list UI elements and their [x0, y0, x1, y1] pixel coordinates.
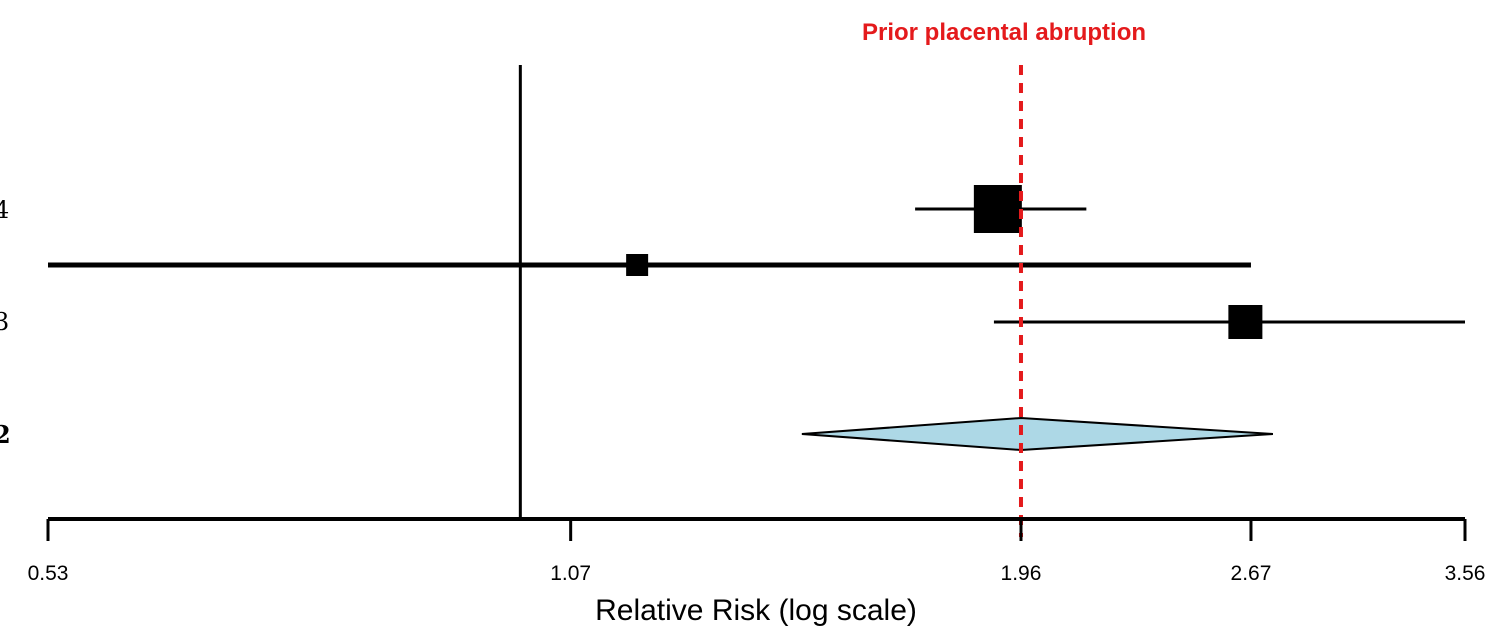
- x-tick-label-4: 3.56: [1445, 562, 1486, 585]
- reference-line-label: Prior placental abruption: [862, 19, 1146, 46]
- x-axis-title: Relative Risk (log scale): [595, 594, 917, 627]
- x-tick-label-0: 0.53: [28, 562, 69, 585]
- x-tick-label-1: 1.07: [550, 562, 591, 585]
- study-2-point-estimate: [626, 254, 649, 276]
- summary-diamond: [801, 416, 1273, 452]
- row-label-3: 2: [0, 420, 11, 449]
- study-1-point-estimate: [973, 185, 1022, 233]
- study-3-point-estimate: [1228, 305, 1263, 339]
- x-tick-label-3: 2.67: [1231, 562, 1272, 585]
- row-label-2: 3: [0, 308, 9, 336]
- x-tick-label-2: 1.96: [1001, 562, 1042, 585]
- row-label-1: 4: [0, 196, 9, 224]
